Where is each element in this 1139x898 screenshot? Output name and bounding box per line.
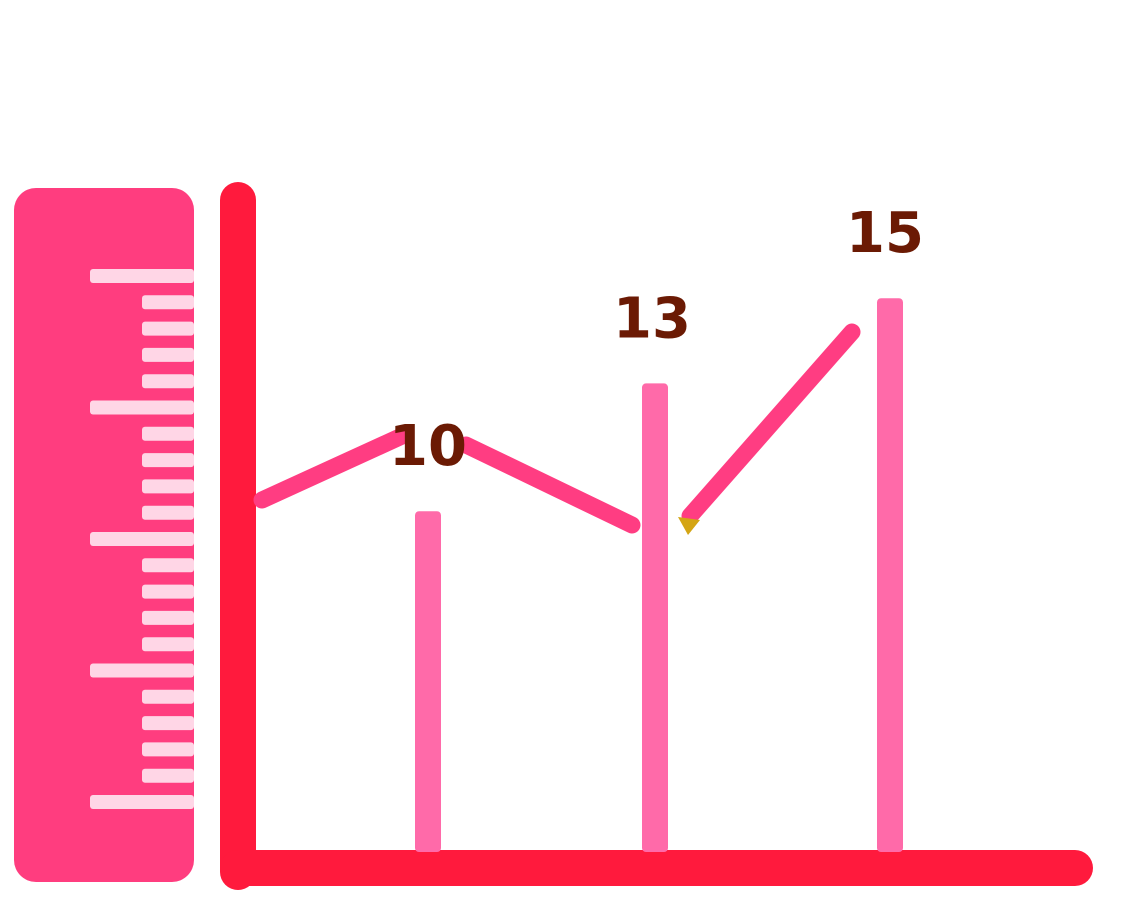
axes bbox=[220, 182, 1093, 890]
ruler-tick bbox=[142, 689, 194, 704]
ruler-tick bbox=[142, 768, 194, 783]
bars bbox=[415, 298, 903, 852]
ruler-tick bbox=[142, 742, 194, 757]
ruler-tick bbox=[90, 269, 194, 283]
bar bbox=[415, 511, 441, 852]
ruler-tick bbox=[142, 295, 194, 310]
data-label: 15 bbox=[846, 201, 924, 266]
ruler-tick bbox=[90, 400, 194, 415]
ruler-tick bbox=[142, 347, 194, 362]
bar bbox=[877, 298, 903, 852]
ruler-icon bbox=[14, 188, 194, 882]
data-label: 13 bbox=[613, 286, 691, 351]
ruler-tick bbox=[142, 637, 194, 652]
ruler-tick bbox=[142, 610, 194, 625]
data-labels: 10 13 15 bbox=[389, 201, 924, 479]
ruler-tick bbox=[142, 584, 194, 599]
trend-line-segment bbox=[457, 436, 641, 534]
ruler-tick bbox=[142, 558, 194, 573]
bar bbox=[642, 383, 668, 852]
ruler-tick bbox=[90, 795, 194, 809]
data-label: 10 bbox=[389, 414, 467, 479]
ruler-tick bbox=[142, 453, 194, 468]
ruler-ticks bbox=[90, 269, 194, 809]
ruler-tick bbox=[142, 716, 194, 731]
ruler-tick bbox=[142, 426, 194, 441]
ruler-tick bbox=[142, 479, 194, 494]
pencil-tip-icon bbox=[678, 517, 700, 535]
ruler-tick bbox=[142, 321, 194, 336]
ruler-tick bbox=[90, 532, 194, 546]
trend-line-segment bbox=[253, 427, 411, 509]
trend-line-segment bbox=[681, 323, 861, 525]
ruler-tick bbox=[142, 505, 194, 520]
ruler-tick bbox=[90, 663, 194, 678]
trend-line bbox=[253, 323, 861, 535]
ruler-tick bbox=[142, 374, 194, 389]
